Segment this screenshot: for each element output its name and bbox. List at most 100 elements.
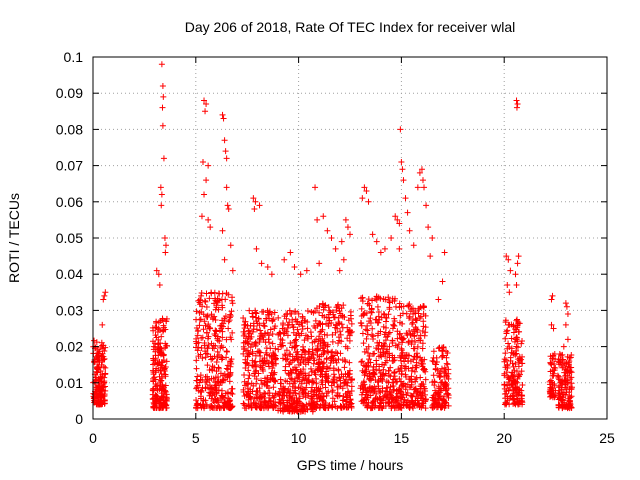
data-point (514, 334, 521, 341)
data-point (193, 402, 200, 409)
data-point (394, 344, 401, 351)
data-point (377, 395, 384, 402)
data-point (247, 344, 254, 351)
data-point (324, 348, 331, 355)
data-point (398, 158, 405, 165)
data-point (346, 399, 353, 406)
data-point (244, 392, 251, 399)
data-point (201, 297, 208, 304)
data-point (193, 316, 200, 323)
data-point (378, 343, 385, 350)
data-point (556, 390, 563, 397)
data-point (383, 314, 390, 321)
data-point (264, 307, 271, 314)
data-points (90, 61, 576, 415)
data-point (421, 184, 428, 191)
data-point (160, 392, 167, 399)
data-point (369, 325, 376, 332)
data-point (322, 302, 329, 309)
data-point (294, 326, 301, 333)
data-point (510, 393, 517, 400)
data-point (387, 384, 394, 391)
data-point (343, 398, 350, 405)
data-point (149, 367, 156, 374)
data-point (404, 331, 411, 338)
data-point (310, 360, 317, 367)
data-point (252, 391, 259, 398)
data-point (550, 325, 557, 332)
data-point (507, 267, 514, 274)
data-point (431, 400, 438, 407)
data-point (346, 374, 353, 381)
data-point (414, 184, 421, 191)
data-point (514, 260, 521, 267)
data-point (209, 315, 216, 322)
data-point (266, 390, 273, 397)
data-point (256, 358, 263, 365)
data-point (433, 361, 440, 368)
data-point (340, 302, 347, 309)
data-point (315, 320, 322, 327)
data-point (99, 357, 106, 364)
data-point (567, 368, 574, 375)
data-point (347, 308, 354, 315)
data-point (198, 344, 205, 351)
data-point (199, 303, 206, 310)
data-point (203, 350, 210, 357)
data-point (416, 169, 423, 176)
data-point (386, 388, 393, 395)
data-point (211, 289, 218, 296)
data-point (205, 342, 212, 349)
data-point (290, 323, 297, 330)
data-point (293, 370, 300, 377)
data-point (375, 353, 382, 360)
data-point (201, 318, 208, 325)
data-point (347, 396, 354, 403)
data-point (377, 249, 384, 256)
data-point (206, 382, 213, 389)
data-point (245, 340, 252, 347)
data-point (220, 115, 227, 122)
data-point (263, 315, 270, 322)
data-point (196, 322, 203, 329)
data-point (265, 385, 272, 392)
data-point (552, 364, 559, 371)
data-point (252, 314, 259, 321)
data-point (438, 365, 445, 372)
data-point (360, 378, 367, 385)
data-point (410, 356, 417, 363)
data-point (152, 348, 159, 355)
data-point (404, 209, 411, 216)
data-point (228, 356, 235, 363)
data-point (281, 351, 288, 358)
data-point (502, 350, 509, 357)
data-point (242, 356, 249, 363)
data-point (329, 338, 336, 345)
data-point (253, 340, 260, 347)
data-point (99, 321, 106, 328)
data-point (373, 357, 380, 364)
data-point (363, 310, 370, 317)
data-point (241, 372, 248, 379)
data-point (395, 341, 402, 348)
data-point (276, 388, 283, 395)
data-point (443, 360, 450, 367)
data-point (379, 361, 386, 368)
data-point (291, 263, 298, 270)
data-point (213, 382, 220, 389)
data-point (366, 352, 373, 359)
data-point (228, 385, 235, 392)
data-point (429, 235, 436, 241)
data-point (102, 370, 109, 377)
data-point (382, 329, 389, 336)
data-point (399, 339, 406, 346)
data-point (289, 344, 296, 351)
data-point (409, 319, 416, 326)
data-point (163, 391, 170, 398)
data-point (150, 361, 157, 368)
data-point (375, 377, 382, 384)
data-point (515, 319, 522, 326)
data-point (400, 402, 407, 409)
data-point (335, 340, 342, 347)
data-point (304, 325, 311, 332)
